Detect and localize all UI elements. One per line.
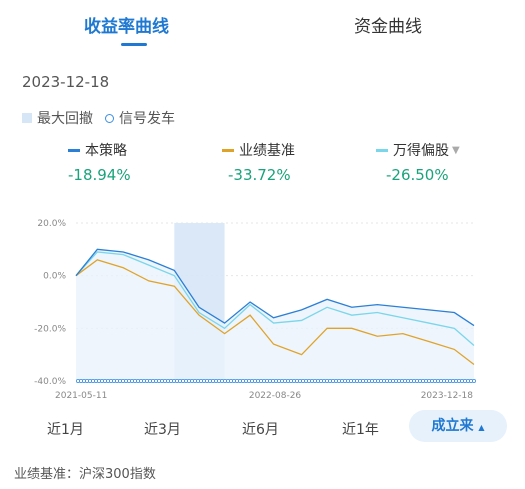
- series-benchmark-value: -33.72%: [228, 166, 291, 184]
- sort-up-icon: ▲: [478, 423, 485, 432]
- return-chart[interactable]: 20.0% 0.0% -20.0% -40.0% 2021-05-11 2022-08-2…: [0, 210, 525, 405]
- benchmark-swatch-icon: [222, 148, 234, 152]
- dropdown-triangle-icon[interactable]: ▼: [452, 144, 460, 156]
- legend-drawdown: 最大回撤: [37, 111, 93, 127]
- series-line-1: [75, 259, 475, 365]
- y-tick-label: 20.0%: [37, 219, 66, 229]
- tab-fund-curve[interactable]: 资金曲线: [354, 17, 422, 37]
- series-index-name: 万得偏股: [393, 143, 449, 159]
- legend-signal: 信号发车: [119, 111, 175, 127]
- drawdown-swatch-icon: [22, 113, 32, 123]
- x-tick-label: 2022-08-26: [249, 391, 302, 401]
- range-6m-button[interactable]: 近6月: [242, 422, 279, 438]
- x-tick-label: 2023-12-18: [421, 391, 474, 401]
- series-benchmark: 业绩基准 -33.72%: [222, 140, 295, 184]
- range-since-inception-label: 成立来: [431, 418, 474, 434]
- series-strategy-value: -18.94%: [68, 166, 131, 184]
- signal-marker: [471, 378, 476, 383]
- y-tick-label: 0.0%: [43, 272, 66, 282]
- tab-bar: 收益率曲线 资金曲线: [0, 0, 525, 50]
- range-selector: 近1月 近3月 近6月 近1年 成立来 ▲: [0, 410, 525, 444]
- series-strategy: 本策略 -18.94%: [68, 140, 131, 184]
- signal-ring-icon: [105, 113, 114, 123]
- x-tick-label: 2021-05-11: [55, 391, 107, 401]
- tab-return-curve[interactable]: 收益率曲线: [84, 17, 169, 37]
- date-label: 2023-12-18: [22, 73, 110, 91]
- strategy-area: [76, 249, 474, 381]
- range-1m-button[interactable]: 近1月: [47, 422, 84, 438]
- series-index[interactable]: 万得偏股 ▼ -26.50%: [376, 140, 460, 184]
- strategy-swatch-icon: [68, 148, 80, 152]
- series-benchmark-name: 业绩基准: [239, 143, 295, 159]
- chart-legend: 最大回撤 信号发车: [22, 108, 175, 128]
- benchmark-footnote: 业绩基准：沪深300指数: [14, 467, 156, 482]
- range-since-inception-button[interactable]: 成立来 ▲: [409, 410, 507, 442]
- y-tick-label: -20.0%: [34, 324, 66, 334]
- series-line-2: [75, 251, 475, 346]
- series-index-value: -26.50%: [386, 166, 449, 184]
- y-tick-label: -40.0%: [34, 377, 66, 387]
- index-swatch-icon: [376, 148, 388, 152]
- range-1y-button[interactable]: 近1年: [342, 422, 379, 438]
- series-line-0: [75, 248, 475, 327]
- series-strategy-name: 本策略: [85, 143, 127, 159]
- range-3m-button[interactable]: 近3月: [144, 422, 181, 438]
- active-tab-underline: [121, 43, 147, 46]
